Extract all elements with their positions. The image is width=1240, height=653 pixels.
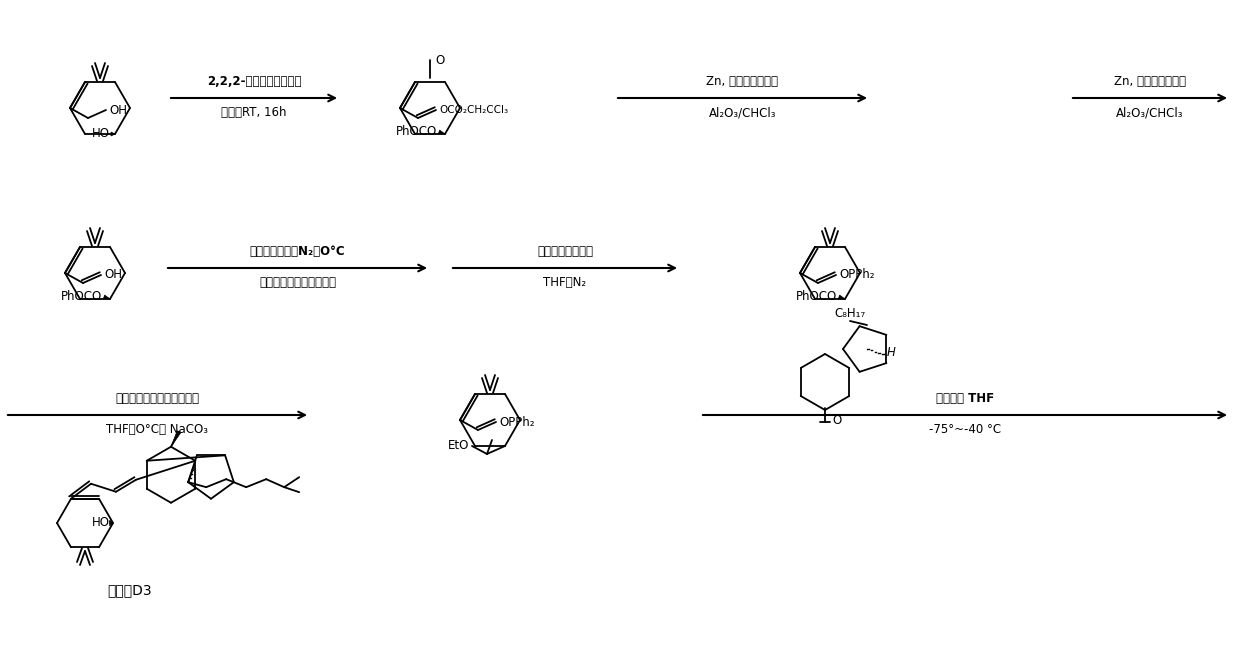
Text: 二甲基甲酰胺，N₂，O°C: 二甲基甲酰胺，N₂，O°C — [249, 245, 345, 258]
Text: Zn, 冰醒酸，柱层，: Zn, 冰醒酸，柱层， — [707, 75, 779, 88]
Text: OH: OH — [109, 103, 126, 116]
Text: C₈H₁₇: C₈H₁₇ — [835, 307, 866, 320]
Text: HO: HO — [92, 127, 110, 140]
Text: OPPh₂: OPPh₂ — [839, 268, 874, 281]
Text: 2,2,2-三氯乙基苯甲酸酯: 2,2,2-三氯乙基苯甲酸酯 — [207, 75, 301, 88]
Text: PhOCO: PhOCO — [796, 291, 837, 304]
Polygon shape — [112, 132, 115, 136]
Text: Zn, 冰醒酸，柱层，: Zn, 冰醒酸，柱层， — [1114, 75, 1185, 88]
Text: 吵唵，RT, 16h: 吵唵，RT, 16h — [221, 106, 286, 119]
Text: 三苯磷，正丁基锂: 三苯磷，正丁基锂 — [537, 245, 593, 258]
Text: -75°~-40 °C: -75°~-40 °C — [929, 423, 1001, 436]
Polygon shape — [439, 130, 445, 134]
Polygon shape — [103, 295, 110, 299]
Text: 氯代甲烯基二甲基氯化録: 氯代甲烯基二甲基氯化録 — [259, 276, 336, 289]
Text: 正丁基锂 THF: 正丁基锂 THF — [936, 392, 994, 405]
Text: O: O — [832, 413, 841, 426]
Text: Al₂O₃/CHCl₃: Al₂O₃/CHCl₃ — [709, 106, 776, 119]
Text: H: H — [887, 345, 895, 358]
Text: 维生素D3: 维生素D3 — [108, 583, 153, 597]
Text: THF，N₂: THF，N₂ — [543, 276, 587, 289]
Text: THF，O°C， NaCO₃: THF，O°C， NaCO₃ — [105, 423, 208, 436]
Polygon shape — [838, 295, 844, 299]
Text: 乙酸乙烯酯，对甲基苯磺酸: 乙酸乙烯酯，对甲基苯磺酸 — [115, 392, 198, 405]
Text: OH: OH — [104, 268, 122, 281]
Polygon shape — [171, 431, 181, 447]
Text: PhOCO: PhOCO — [61, 291, 102, 304]
Text: HO: HO — [92, 517, 110, 530]
Text: O: O — [435, 54, 444, 67]
Text: Al₂O₃/CHCl₃: Al₂O₃/CHCl₃ — [1116, 106, 1184, 119]
Text: OCO₂CH₂CCl₃: OCO₂CH₂CCl₃ — [439, 105, 508, 115]
Text: OPPh₂: OPPh₂ — [498, 415, 534, 428]
Text: EtO: EtO — [448, 439, 469, 453]
Text: PhOCO: PhOCO — [396, 125, 436, 138]
